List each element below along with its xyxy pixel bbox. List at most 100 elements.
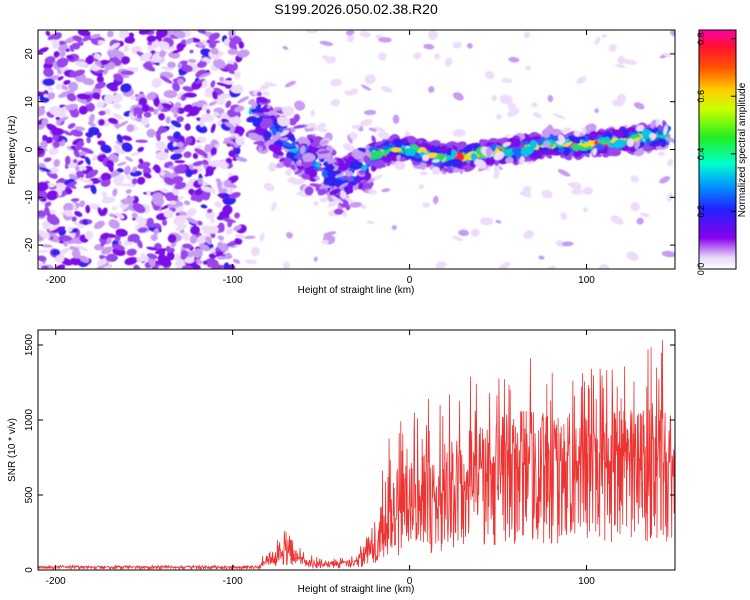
heatmap-cell <box>391 147 402 153</box>
heatmap-cell <box>100 174 106 181</box>
heatmap-cell <box>70 129 83 137</box>
heatmap-cell <box>670 30 675 37</box>
heatmap-cell <box>155 151 169 161</box>
heatmap-cell <box>541 189 553 199</box>
spectrogram-heatmap <box>38 30 675 269</box>
heatmap-cell <box>135 139 148 143</box>
heatmap-cell <box>286 178 298 184</box>
heatmap-cell <box>233 224 242 231</box>
heatmap-cell <box>374 126 385 132</box>
heatmap-cell <box>153 164 161 174</box>
heatmap-cell <box>432 195 439 205</box>
heatmap-cell <box>571 144 584 150</box>
heatmap-cell <box>523 230 534 239</box>
heatmap-cell <box>248 132 261 141</box>
heatmap-cell <box>346 197 354 204</box>
heatmap-cell <box>117 161 127 167</box>
heatmap-cell <box>315 185 320 192</box>
heatmap-cell <box>659 176 671 184</box>
heatmap-cell <box>208 101 217 106</box>
heatmap-cell <box>558 134 566 144</box>
heatmap-cell <box>319 197 328 203</box>
heatmap-cell <box>124 256 138 266</box>
heatmap-cell <box>630 134 642 139</box>
heatmap-cell <box>48 147 59 155</box>
heatmap-cell <box>108 219 120 229</box>
heatmap-cell <box>94 81 107 89</box>
heatmap-cell <box>197 30 207 34</box>
heatmap-cell <box>233 105 245 113</box>
heatmap-cell <box>213 111 220 117</box>
heatmap-cell <box>196 61 208 68</box>
heatmap-cell <box>610 215 624 225</box>
heatmap-cell <box>160 188 170 193</box>
heatmap-cell <box>321 169 329 178</box>
heatmap-cell <box>107 117 119 125</box>
heatmap-cell <box>432 159 440 163</box>
heatmap-cell <box>545 153 553 159</box>
heatmap-cell <box>47 86 54 92</box>
snr-xtick-label: -100 <box>223 576 243 587</box>
heatmap-cell <box>49 106 63 116</box>
colorbar-tick-label: 0.6 <box>696 90 706 103</box>
heatmap-cell <box>113 73 124 82</box>
heatmap-cell <box>650 119 657 129</box>
heatmap-cell <box>210 247 216 253</box>
heatmap-cell <box>435 153 445 161</box>
heatmap-cell <box>174 160 186 164</box>
spectrogram-ytick-label: -10 <box>24 190 35 205</box>
heatmap-cell <box>89 203 101 210</box>
heatmap-cell <box>136 239 143 249</box>
heatmap-cell <box>201 190 211 201</box>
heatmap-cell <box>316 127 328 133</box>
heatmap-cell <box>38 255 47 262</box>
heatmap-cell <box>259 84 270 91</box>
heatmap-cell <box>381 188 391 193</box>
heatmap-cell <box>290 164 296 171</box>
snr-ytick-label: 1500 <box>24 333 35 356</box>
heatmap-cell <box>142 63 156 72</box>
heatmap-cell <box>366 220 375 225</box>
heatmap-cell <box>326 56 337 64</box>
heatmap-cell <box>97 140 106 146</box>
heatmap-cell <box>103 67 109 75</box>
heatmap-cell <box>228 150 237 158</box>
heatmap-cell <box>167 61 176 69</box>
heatmap-cell <box>151 78 163 88</box>
heatmap-cell <box>77 160 84 166</box>
heatmap-cell <box>493 170 500 179</box>
heatmap-cell <box>158 265 165 269</box>
heatmap-cell <box>592 147 598 156</box>
heatmap-cell <box>327 199 339 208</box>
heatmap-cell <box>373 140 386 147</box>
heatmap-cell <box>146 190 151 196</box>
heatmap-cell <box>66 181 78 188</box>
heatmap-cell <box>90 33 101 39</box>
heatmap-cell <box>184 123 191 131</box>
heatmap-cell <box>181 265 193 269</box>
heatmap-cell <box>434 53 440 60</box>
heatmap-cell <box>70 232 76 238</box>
heatmap-cell <box>235 156 248 162</box>
heatmap-cell <box>107 49 117 58</box>
heatmap-cell <box>85 156 91 165</box>
heatmap-cell <box>393 138 402 148</box>
heatmap-cell <box>259 118 273 129</box>
heatmap-cell <box>210 123 216 134</box>
heatmap-cell <box>62 130 72 136</box>
heatmap-cell <box>146 246 158 251</box>
heatmap-cell <box>47 33 59 41</box>
heatmap-cell <box>506 108 520 117</box>
heatmap-cell <box>207 225 219 234</box>
heatmap-cell <box>520 145 534 156</box>
snr-xtick-label: -200 <box>46 576 66 587</box>
heatmap-cell <box>306 123 317 129</box>
heatmap-cell <box>88 126 100 136</box>
heatmap-cell <box>224 252 232 260</box>
heatmap-cell <box>116 120 129 128</box>
heatmap-cell <box>138 30 152 35</box>
heatmap-cell <box>352 184 358 191</box>
heatmap-cell <box>505 156 514 164</box>
heatmap-cell <box>525 65 532 71</box>
heatmap-cell <box>105 253 117 262</box>
